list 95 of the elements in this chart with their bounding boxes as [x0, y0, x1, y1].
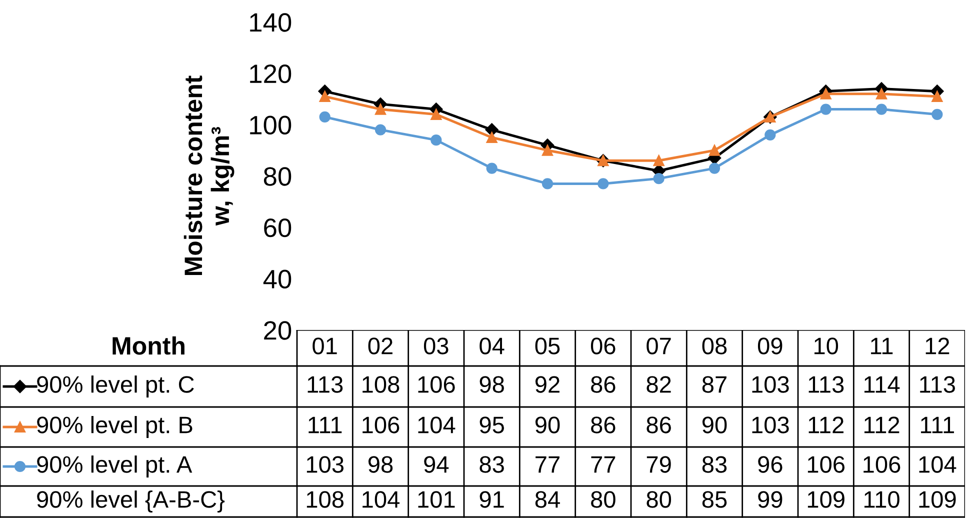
text: 109: [808, 491, 844, 508]
point: [319, 90, 330, 102]
data-label: 90: [535, 416, 560, 434]
data-label: 104: [418, 416, 456, 434]
point: [430, 134, 442, 146]
legend-label: 90% level pt. B: [37, 416, 192, 438]
text: 108: [306, 491, 344, 508]
x-tick-label: 03: [424, 338, 448, 354]
data-label: 112: [808, 416, 844, 434]
data-label: 95: [480, 416, 504, 434]
point: [764, 129, 776, 140]
text: 80: [591, 491, 616, 508]
data-label: 111: [921, 416, 954, 434]
x-tick-label: 06: [590, 338, 616, 354]
x-tick-label: 02: [368, 338, 392, 354]
y-tick-label: 20: [264, 321, 292, 340]
point: [820, 88, 832, 100]
text: 101: [418, 491, 455, 508]
point: [876, 88, 888, 100]
data-label: 77: [591, 456, 616, 473]
data-label: 111: [308, 416, 342, 434]
text: 99: [758, 491, 782, 508]
data-label: 98: [480, 376, 504, 393]
y-tick-label: 140: [250, 13, 292, 32]
data-label: 113: [308, 376, 343, 393]
x-tick-label: 07: [646, 338, 671, 354]
text: 85: [702, 491, 727, 508]
data-label: 113: [920, 376, 955, 393]
point: [486, 162, 498, 174]
y-axis-title: Moisture content w, kg/m³: [184, 76, 234, 276]
data-label: 77: [536, 456, 560, 473]
data-label: 106: [864, 456, 900, 473]
point: [542, 178, 554, 190]
data-label: 86: [646, 416, 671, 434]
y-tick-label: 120: [250, 64, 292, 84]
data-label: 113: [808, 376, 844, 393]
point: [653, 155, 664, 166]
data-label: 103: [752, 376, 789, 393]
y-tick-label: 100: [250, 116, 292, 134]
data-label: 82: [646, 376, 671, 393]
point: [932, 108, 943, 120]
x-tick-label: 12: [926, 338, 950, 354]
point: [653, 173, 664, 184]
legend-label: 90% level pt. A: [37, 455, 192, 478]
data-label: 106: [418, 376, 455, 393]
x-tick-label: 10: [814, 338, 838, 354]
data-label: 96: [758, 456, 782, 473]
point: [542, 144, 554, 156]
x-tick-label: 08: [702, 338, 727, 354]
text: 84: [535, 491, 560, 508]
point: [598, 178, 609, 190]
data-label: 114: [864, 376, 900, 393]
point: [374, 104, 386, 115]
point: [430, 108, 442, 120]
data-label: 104: [919, 456, 956, 473]
y-tick-label: 80: [264, 167, 292, 186]
text: 110: [864, 491, 900, 508]
x-tick-label: 11: [871, 338, 893, 354]
data-label: 92: [535, 376, 560, 393]
data-label: 83: [480, 456, 504, 473]
point: [708, 162, 720, 174]
x-axis-title: Month: [112, 336, 184, 355]
data-label: 106: [808, 456, 844, 473]
data-label: 94: [424, 456, 449, 473]
legend-label: 90% level pt. C: [37, 375, 194, 398]
text: 90% level {A-B-C}: [37, 490, 225, 513]
point: [319, 111, 330, 123]
point: [820, 104, 832, 115]
point: [486, 132, 498, 144]
data-label: 83: [702, 456, 727, 473]
data-label: 87: [702, 376, 726, 393]
y-tick-label: 60: [264, 218, 292, 238]
x-tick-label: 01: [312, 338, 337, 354]
data-label: 108: [362, 376, 400, 393]
point: [374, 124, 386, 136]
text: 80: [646, 491, 672, 508]
x-tick-label: 09: [758, 338, 782, 354]
y-tick-label: 40: [263, 270, 292, 288]
data-label: 79: [646, 456, 671, 473]
text: 104: [362, 491, 400, 508]
data-label: 106: [362, 416, 400, 434]
data-label: 103: [306, 456, 344, 473]
data-label: 90: [702, 416, 727, 434]
data-label: 86: [591, 376, 616, 393]
data-label: 86: [591, 416, 616, 434]
data-label: 98: [368, 456, 393, 473]
x-tick-label: 04: [480, 338, 504, 354]
data-label: 103: [752, 416, 789, 434]
text: 109: [919, 491, 956, 508]
x-tick-label: 05: [535, 338, 560, 354]
text: 91: [480, 491, 504, 508]
point: [876, 104, 888, 115]
point: [708, 144, 720, 156]
data-label: 112: [864, 416, 900, 434]
point: [932, 90, 943, 102]
